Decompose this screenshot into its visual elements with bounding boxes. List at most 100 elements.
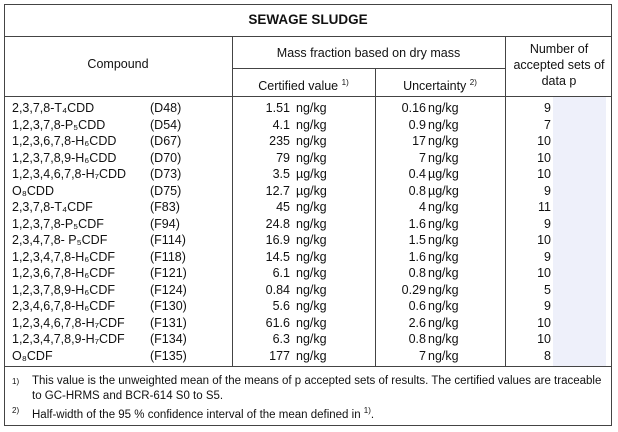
sets-count: 9 bbox=[544, 249, 551, 264]
unit: ng/kg bbox=[296, 200, 327, 214]
certified-value: 24.8 bbox=[265, 216, 290, 231]
uncertainty-value: 7 bbox=[419, 150, 426, 165]
code: (F83) bbox=[150, 200, 180, 214]
certified-value: 4.1 bbox=[272, 117, 290, 132]
sets-count: 10 bbox=[537, 233, 551, 247]
code: (D75) bbox=[150, 183, 182, 198]
sets-count: 9 bbox=[544, 216, 551, 231]
uncertainty-value: 7 bbox=[419, 348, 426, 363]
certified-value: 45 bbox=[276, 200, 290, 214]
sets-count: 9 bbox=[544, 101, 551, 115]
uncertainty-value: 0.8 bbox=[408, 332, 426, 346]
unit: ng/kg bbox=[296, 216, 327, 231]
certified-value: 12.7 bbox=[265, 183, 290, 198]
header: Uncertainty 2) bbox=[375, 75, 505, 94]
uncertainty-value: 4 bbox=[419, 200, 426, 214]
unit: ng/kg bbox=[428, 266, 459, 280]
header-text: Certified value bbox=[258, 79, 339, 93]
sets-count: 10 bbox=[537, 167, 551, 181]
unit: ng/kg bbox=[428, 200, 459, 214]
uncertainty-value: 1.6 bbox=[408, 249, 426, 264]
unit: ng/kg bbox=[428, 315, 459, 330]
sets-count: 10 bbox=[537, 315, 551, 330]
uncertainty-value: 17 bbox=[412, 134, 426, 148]
certified-value: 3.5 bbox=[272, 167, 290, 181]
certified-value: 0.84 bbox=[265, 282, 290, 297]
unit: ng/kg bbox=[428, 282, 459, 297]
compound: O₈CDD bbox=[12, 183, 54, 198]
unit: ng/kg bbox=[296, 315, 327, 330]
sets-count: 10 bbox=[537, 134, 551, 148]
sets-count: 10 bbox=[537, 332, 551, 346]
certified-value: 177 bbox=[269, 348, 290, 363]
unit: ng/kg bbox=[296, 117, 327, 132]
uncertainty-value: 0.6 bbox=[408, 299, 426, 313]
unit: ng/kg bbox=[428, 348, 459, 363]
code: (F94) bbox=[150, 216, 180, 231]
code: (D67) bbox=[150, 134, 182, 148]
note: 1) bbox=[341, 78, 349, 87]
note: 2) bbox=[12, 406, 20, 415]
shade bbox=[553, 97, 606, 366]
code: (F118) bbox=[150, 249, 186, 264]
compound: 1,2,3,4,6,7,8-H₇CDF bbox=[12, 315, 125, 330]
unit: ng/kg bbox=[428, 117, 459, 132]
code: (F114) bbox=[150, 233, 186, 247]
compound: O₈CDF bbox=[12, 348, 53, 363]
certified-value: 6.1 bbox=[272, 266, 290, 280]
sets-count: 8 bbox=[544, 348, 551, 363]
unit: µg/kg bbox=[296, 183, 327, 198]
compound: 1,2,3,4,7,8,9-H₇CDF bbox=[12, 332, 125, 346]
uncertainty-value: 0.29 bbox=[401, 282, 426, 297]
note: 1) bbox=[363, 406, 371, 415]
unit: ng/kg bbox=[296, 266, 327, 280]
unit: ng/kg bbox=[428, 134, 459, 148]
certified-value: 6.3 bbox=[272, 332, 290, 346]
rule bbox=[232, 36, 233, 367]
rule bbox=[4, 36, 612, 37]
sets-count: 7 bbox=[544, 117, 551, 132]
border bbox=[611, 4, 612, 426]
unit: ng/kg bbox=[428, 332, 459, 346]
sets-count: 9 bbox=[544, 183, 551, 198]
sets-count: 5 bbox=[544, 282, 551, 297]
certified-value: 14.5 bbox=[265, 249, 290, 264]
border bbox=[4, 4, 612, 5]
footnote-text: This value is the unweighted mean of the… bbox=[32, 375, 602, 402]
unit: ng/kg bbox=[296, 249, 327, 264]
certified-value: 1.51 bbox=[265, 101, 290, 115]
sets-count: 10 bbox=[537, 266, 551, 280]
code: (D48) bbox=[150, 101, 182, 115]
header: Number of accepted sets of data p bbox=[513, 42, 605, 88]
unit: ng/kg bbox=[428, 216, 459, 231]
certified-value: 61.6 bbox=[265, 315, 290, 330]
footnote-text: . bbox=[370, 409, 375, 421]
header: Certified value 1) bbox=[232, 75, 375, 94]
unit: ng/kg bbox=[296, 332, 327, 346]
compound: 1,2,3,7,8-P₅CDD bbox=[12, 117, 106, 132]
uncertainty-value: 0.8 bbox=[408, 266, 426, 280]
unit: ng/kg bbox=[428, 233, 459, 247]
footnote-text: Half-width of the 95 % confidence interv… bbox=[32, 409, 361, 421]
rule bbox=[4, 96, 612, 97]
unit: ng/kg bbox=[296, 101, 327, 115]
certified-value: 79 bbox=[276, 150, 290, 165]
title: SEWAGE SLUDGE bbox=[248, 12, 368, 27]
code: (D73) bbox=[150, 167, 182, 181]
unit: ng/kg bbox=[428, 101, 459, 115]
unit: ng/kg bbox=[296, 348, 327, 363]
unit: ng/kg bbox=[428, 150, 459, 165]
compound: 1,2,3,7,8,9-H₆CDD bbox=[12, 150, 117, 165]
compound: 1,2,3,7,8-P₅CDF bbox=[12, 216, 104, 231]
code: (F131) bbox=[150, 315, 187, 330]
compound: 2,3,4,7,8- P₅CDF bbox=[12, 233, 108, 247]
note: 2) bbox=[469, 78, 477, 87]
unit: ng/kg bbox=[296, 233, 327, 247]
compound: 2,3,7,8-T₄CDF bbox=[12, 200, 93, 214]
rule bbox=[505, 36, 506, 367]
note: 1) bbox=[12, 377, 20, 386]
uncertainty-value: 0.9 bbox=[408, 117, 426, 132]
compound: 1,2,3,6,7,8-H₆CDF bbox=[12, 266, 115, 280]
compound: 2,3,4,6,7,8-H₆CDF bbox=[12, 299, 115, 313]
